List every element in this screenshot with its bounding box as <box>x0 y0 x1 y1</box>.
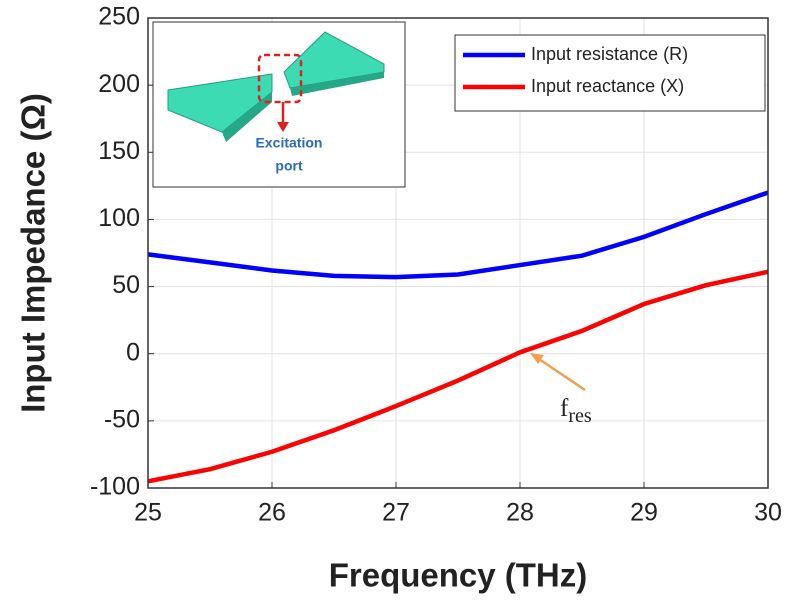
legend: Input resistance (R) Input reactance (X) <box>454 34 766 112</box>
series-line <box>147 269 769 484</box>
x-tick-label: 25 <box>134 499 162 527</box>
annotation-arrow-head <box>530 353 544 364</box>
plot-frame <box>147 17 769 489</box>
inset-label: port <box>275 158 303 174</box>
x-tick-label: 27 <box>382 499 410 527</box>
plot <box>147 190 769 484</box>
x-tick-label: 26 <box>258 499 286 527</box>
y-tick-label: -100 <box>90 473 140 501</box>
x-axis-title: Frequency (THz) <box>329 557 588 594</box>
y-tick-label: 150 <box>98 137 140 165</box>
y-tick-label: 100 <box>98 204 140 232</box>
y-tick-label: 0 <box>126 338 140 366</box>
annotation-text: f <box>560 395 569 422</box>
annotation-subscript: res <box>568 405 592 427</box>
inset: Excitation port <box>152 21 406 188</box>
y-tick-label: 200 <box>98 70 140 98</box>
y-tick-label: 50 <box>112 271 140 299</box>
inset-right-arm <box>283 31 385 89</box>
port-arrow-head <box>277 122 289 132</box>
y-tick-label: -50 <box>104 405 140 433</box>
y-tick-label: 250 <box>98 3 140 31</box>
legend-label: Input reactance (X) <box>531 76 684 96</box>
series-line <box>147 190 769 280</box>
legend-box <box>454 34 766 112</box>
inset-left-side <box>222 92 272 142</box>
y-axis-title: Input Impedance (Ω) <box>15 93 52 413</box>
port-box <box>257 53 303 104</box>
annotation: fres <box>560 395 592 427</box>
annotation-arrow <box>535 355 586 392</box>
inset-label: Excitation <box>256 135 323 151</box>
inset-right-side <box>290 72 384 96</box>
x-tick-label: 28 <box>506 499 534 527</box>
x-tick-label: 29 <box>630 499 658 527</box>
x-tick-label: 30 <box>754 499 782 527</box>
legend-label: Input resistance (R) <box>531 44 688 64</box>
